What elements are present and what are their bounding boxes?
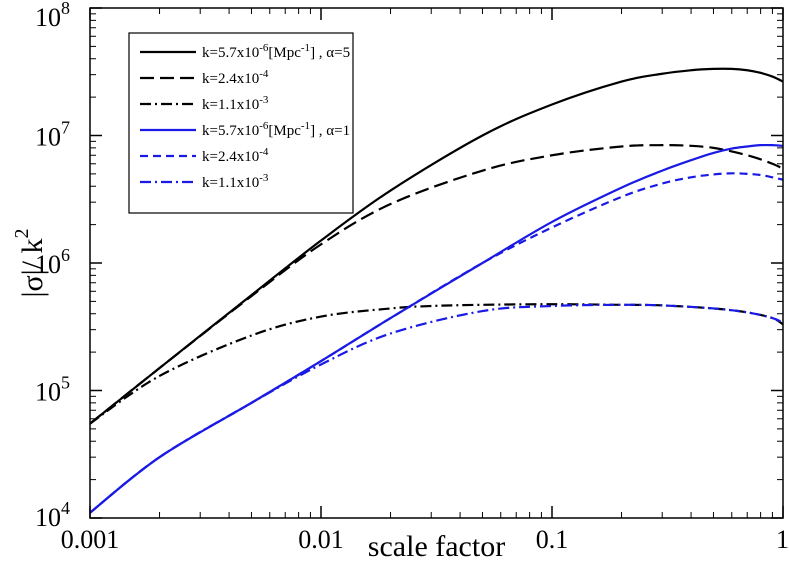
y-tick-label: 105 [35, 373, 70, 407]
legend-label-6: k=1.1x10-3 [202, 172, 269, 191]
series-line-1 [89, 67, 784, 425]
series-line-2 [89, 144, 784, 425]
x-tick-label: 1 [776, 525, 789, 554]
series-line-6 [89, 303, 784, 514]
legend-label-1: k=5.7x10-6[Mpc-1] , α=5 [202, 42, 350, 61]
x-tick-label: 0.1 [536, 525, 569, 554]
legend-label-4: k=5.7x10-6[Mpc-1] , α=1 [202, 120, 350, 139]
legend-label-5: k=2.4x10-4 [202, 146, 269, 165]
series-line-5 [89, 172, 784, 514]
legend-label-3: k=1.1x10-3 [202, 94, 269, 113]
series-line-4 [89, 143, 784, 514]
x-tick-label: 0.01 [298, 525, 344, 554]
x-tick-label: 0.001 [61, 525, 120, 554]
y-tick-label: 107 [35, 118, 70, 152]
legend: k=5.7x10-6[Mpc-1] , α=5 k=2.4x10-4 k=1.1x1… [128, 32, 354, 214]
y-tick-label: 108 [35, 0, 70, 32]
y-tick-label: 104 [35, 498, 70, 532]
legend-label-2: k=2.4x10-4 [202, 68, 269, 87]
axes: 0.001 0.01 0.1 1 104 105 106 107 108 scale factor… [11, 0, 789, 561]
x-axis-title: scale factor [368, 530, 505, 561]
y-axis-title: |σ|/ k2 [11, 228, 49, 297]
y-tick-label: 106 [35, 245, 70, 279]
plot-area [89, 67, 784, 514]
